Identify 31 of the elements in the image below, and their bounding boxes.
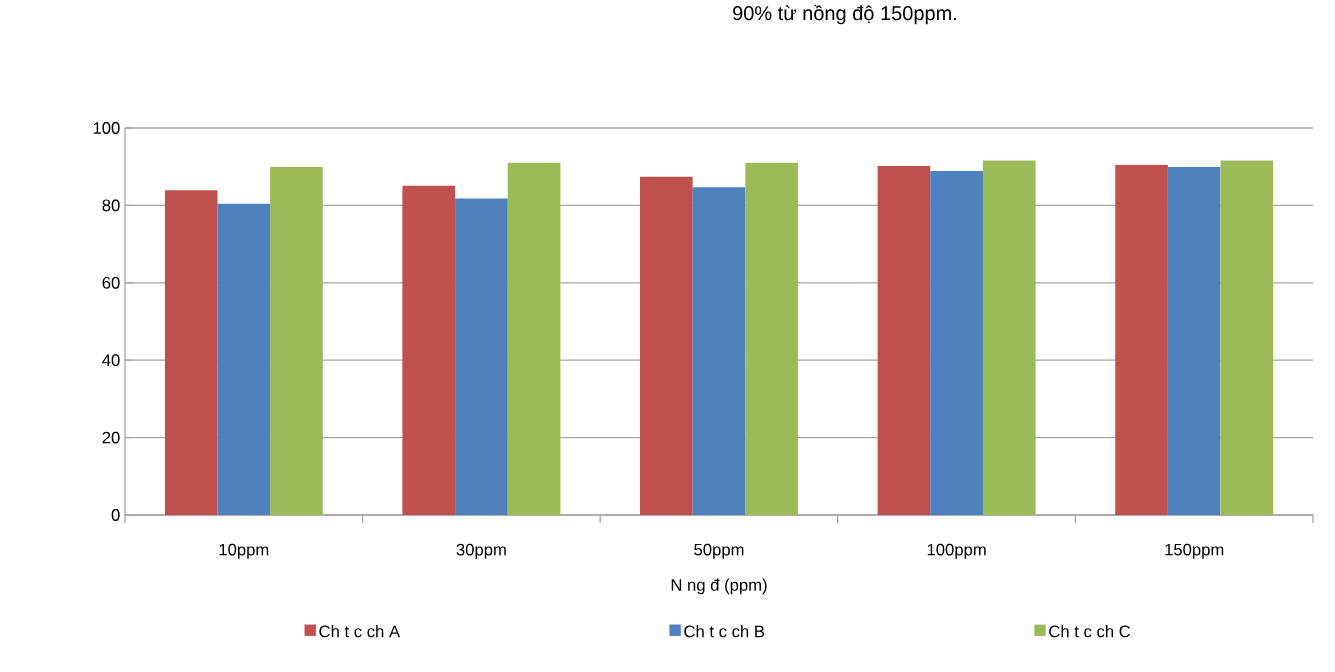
bar <box>745 162 799 515</box>
bar <box>640 176 693 515</box>
bar <box>455 198 508 515</box>
legend-label: Ch t c ch A <box>319 625 401 638</box>
x-axis-title: N ng đ (ppm) <box>671 578 767 595</box>
bar <box>1167 167 1221 515</box>
bar <box>930 170 983 515</box>
x-tick-label: 10ppm <box>219 543 269 559</box>
y-tick-label: 100 <box>93 122 120 134</box>
bar <box>217 203 271 515</box>
x-tick-label: 150ppm <box>1165 543 1224 559</box>
x-tick-label: 100ppm <box>927 543 986 559</box>
y-tick-label: 0 <box>111 509 120 521</box>
bar <box>1115 164 1168 515</box>
bar <box>877 165 931 515</box>
bar <box>1220 160 1274 515</box>
bar <box>982 160 1036 515</box>
y-tick-label: 80 <box>102 199 120 212</box>
y-tick-label: 20 <box>102 431 120 444</box>
x-tick-label: 30ppm <box>456 543 506 559</box>
y-tick-label: 40 <box>102 354 120 367</box>
legend-label: Ch t c ch B <box>684 625 765 638</box>
y-tick-label: 60 <box>102 276 120 289</box>
bar <box>270 167 323 515</box>
bar <box>692 187 746 515</box>
bar <box>164 190 218 515</box>
chart-title: 90% từ nồng độ 150ppm. <box>733 4 956 25</box>
bar <box>507 162 561 515</box>
x-tick-label: 50ppm <box>694 543 744 559</box>
legend-label: Ch t c ch C <box>1049 625 1131 638</box>
bar <box>402 185 456 515</box>
